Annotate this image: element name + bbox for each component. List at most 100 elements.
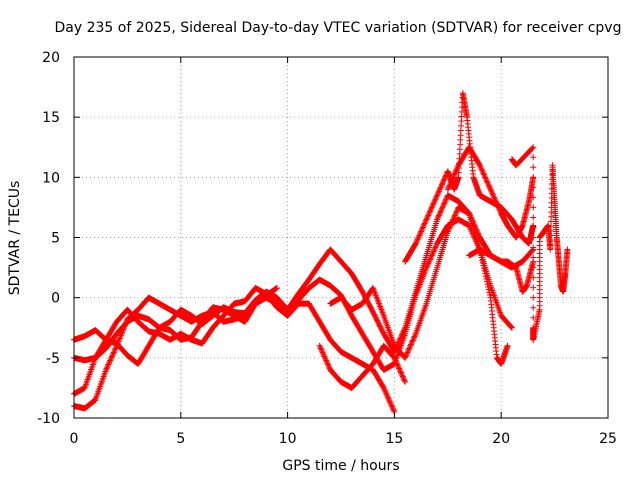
data-point <box>432 195 439 202</box>
data-point <box>321 353 328 360</box>
data-point <box>434 215 441 222</box>
data-point <box>439 180 446 187</box>
data-point <box>399 330 406 337</box>
data-point <box>401 326 408 333</box>
data-point <box>111 348 118 355</box>
data-point <box>113 344 120 351</box>
data-point <box>395 339 402 346</box>
data-point <box>479 168 486 175</box>
data-point <box>479 167 486 174</box>
data-point <box>447 181 454 188</box>
data-point <box>448 177 455 184</box>
data-point <box>422 217 429 224</box>
data-point <box>483 178 490 185</box>
data-point <box>324 360 331 367</box>
data-point <box>530 274 537 281</box>
data-point <box>446 182 453 189</box>
data-point <box>386 396 393 403</box>
data-point <box>486 289 493 296</box>
data-point <box>388 402 395 409</box>
data-point <box>440 179 447 186</box>
data-point <box>484 179 491 186</box>
data-point <box>120 326 127 333</box>
data-point <box>399 331 406 338</box>
data-point <box>483 275 490 282</box>
data-point <box>489 191 496 198</box>
data-point <box>389 404 396 411</box>
data-point <box>430 200 437 207</box>
data-point <box>317 344 324 351</box>
data-point <box>449 175 456 182</box>
data-point <box>381 387 388 394</box>
data-point <box>432 196 439 203</box>
data-point <box>409 338 416 345</box>
data-point <box>119 329 126 336</box>
data-point <box>483 177 490 184</box>
data-point <box>530 184 537 191</box>
data-point <box>466 223 473 230</box>
data-point <box>438 181 445 188</box>
data-point <box>495 203 502 210</box>
data-point <box>431 245 438 252</box>
data-point <box>396 336 403 343</box>
data-point <box>437 184 444 191</box>
data-point <box>480 262 487 269</box>
data-point <box>123 319 130 326</box>
data-point <box>425 259 432 266</box>
data-point <box>489 190 496 197</box>
y-axis-label: SDTVAR / TECUs <box>7 181 23 296</box>
x-tick-label: 20 <box>492 431 510 447</box>
data-point <box>482 273 489 280</box>
data-point <box>432 244 439 251</box>
data-point <box>481 267 488 274</box>
data-point <box>392 357 399 364</box>
data-point <box>478 164 485 171</box>
data-point <box>399 372 406 379</box>
data-point <box>482 174 489 181</box>
data-point <box>396 338 403 345</box>
data-point <box>383 391 390 398</box>
data-point <box>437 209 444 216</box>
data-point <box>387 400 394 407</box>
data-point <box>485 283 492 290</box>
data-point <box>415 235 422 242</box>
data-point <box>450 174 457 181</box>
data-point <box>389 403 396 410</box>
data-point <box>508 324 515 331</box>
data-point <box>451 170 458 177</box>
data-point <box>421 221 428 228</box>
data-point <box>386 398 393 405</box>
data-point <box>121 323 128 330</box>
data-point <box>429 251 436 258</box>
data-point <box>407 342 414 349</box>
data-point <box>403 350 410 357</box>
data-point <box>496 206 503 213</box>
data-point <box>323 358 330 365</box>
data-point <box>433 193 440 200</box>
data-point <box>447 179 454 186</box>
data-point <box>493 199 500 206</box>
data-point <box>448 178 455 185</box>
data-point <box>480 265 487 272</box>
y-tick-label: 10 <box>42 170 60 186</box>
y-tick-label: 5 <box>51 231 60 247</box>
data-point <box>445 185 452 192</box>
series-track-4 <box>71 285 280 412</box>
data-point <box>480 171 487 178</box>
data-point <box>394 361 401 368</box>
y-tick-label: -5 <box>46 351 60 367</box>
data-point <box>107 357 114 364</box>
data-point <box>427 255 434 262</box>
data-point <box>442 197 449 204</box>
data-point <box>494 202 501 209</box>
data-point <box>494 201 501 208</box>
data-point <box>429 249 436 256</box>
data-point <box>273 285 280 292</box>
data-point <box>530 154 537 161</box>
data-point <box>440 203 447 210</box>
data-point <box>530 254 537 261</box>
data-point <box>398 332 405 339</box>
data-point <box>529 247 536 254</box>
data-point <box>441 199 448 206</box>
data-point <box>428 253 435 260</box>
